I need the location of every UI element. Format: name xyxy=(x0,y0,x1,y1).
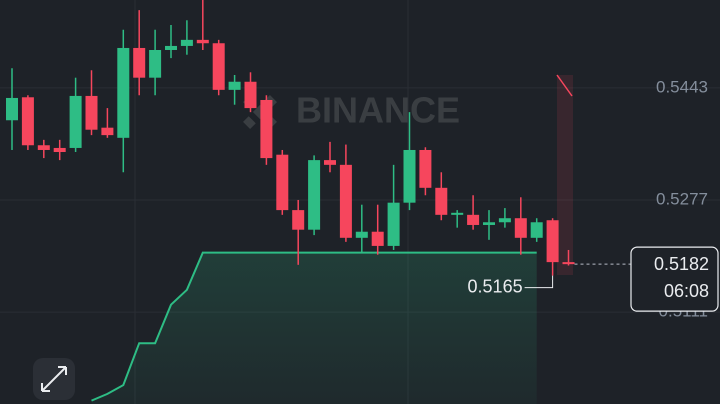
candle-body xyxy=(451,212,464,215)
candle-body xyxy=(308,160,321,230)
candle-body xyxy=(467,214,480,225)
candle-body xyxy=(403,149,416,203)
countdown: 06:08 xyxy=(664,281,709,301)
candle-body xyxy=(292,210,305,230)
candle-body xyxy=(339,164,352,238)
y-tick-label: 0.5277 xyxy=(656,189,708,208)
candle-body xyxy=(324,160,336,165)
candle-body xyxy=(37,145,50,150)
candle-body xyxy=(530,222,543,238)
candle-body xyxy=(212,43,225,90)
watermark-text: BINANCE xyxy=(296,90,460,131)
price-box xyxy=(630,246,719,312)
candle-body xyxy=(435,187,448,215)
expand-button[interactable] xyxy=(33,358,75,400)
low-label: 0.5165 xyxy=(468,276,523,296)
candle-body xyxy=(371,231,384,246)
candle-body xyxy=(244,81,257,109)
low-marker xyxy=(524,275,554,289)
candle-body xyxy=(149,49,162,78)
trend-line xyxy=(91,251,537,402)
candle-body xyxy=(180,39,193,46)
y-tick-label: 0.5443 xyxy=(656,77,708,96)
candle-body xyxy=(69,95,82,148)
candle-body xyxy=(276,154,289,211)
candle-body xyxy=(419,149,432,188)
candle-body xyxy=(514,218,527,238)
candle-body xyxy=(387,202,400,246)
candle-body xyxy=(21,97,34,146)
candle-body xyxy=(355,231,368,238)
candle-body xyxy=(6,97,18,121)
candle-body xyxy=(196,39,209,44)
candle-body xyxy=(260,99,273,159)
candle-body xyxy=(483,222,495,225)
indicator-band xyxy=(557,75,573,275)
candle-body xyxy=(498,218,511,223)
candle-body xyxy=(53,147,66,153)
candle-body xyxy=(228,81,241,90)
expand-icon[interactable] xyxy=(41,366,67,392)
candle-body xyxy=(133,47,146,78)
candle-body xyxy=(117,47,130,138)
candle-body xyxy=(101,127,114,136)
candle-body xyxy=(85,95,98,130)
candle-body xyxy=(546,220,559,263)
last-price-label: 0.5182 xyxy=(654,254,709,274)
candle-body xyxy=(562,262,575,265)
trend-area xyxy=(91,252,537,404)
indicator-line xyxy=(556,74,573,97)
candle-body xyxy=(165,45,177,50)
